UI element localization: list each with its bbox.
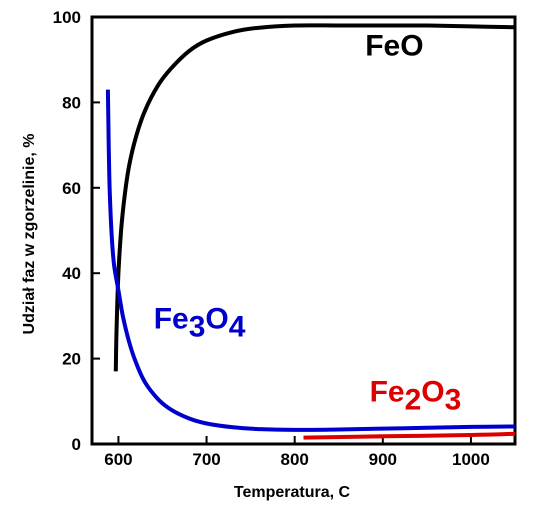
x-tick-label: 900 [369, 450, 397, 469]
y-axis-label: Udział faz w zgorzelinie, % [21, 134, 38, 335]
series-line-fe3o4 [105, 89, 516, 432]
series-line-fe2o3 [303, 431, 516, 440]
axis-ticks: 600 700 800 900 1000 0 20 40 60 80 100 [53, 8, 490, 469]
y-tick-label: 20 [62, 350, 81, 369]
x-tick-label: 700 [192, 450, 220, 469]
y-tick-label: 80 [62, 93, 81, 112]
x-tick-label: 1000 [452, 450, 490, 469]
series-lines [105, 23, 516, 440]
series-label-feo: FeO [365, 29, 423, 62]
y-tick-label: 0 [72, 435, 81, 454]
series-label-fe3o4: Fe3O4 [154, 303, 246, 344]
y-tick-label: 60 [62, 179, 81, 198]
y-tick-label: 100 [53, 8, 81, 27]
x-tick-label: 600 [104, 450, 132, 469]
x-axis-label: Temperatura, C [234, 484, 351, 501]
series-label-fe2o3: Fe2O3 [370, 375, 462, 416]
plot-border [90, 15, 517, 446]
series-labels: FeO Fe3O4 Fe2O3 [154, 29, 462, 416]
series-line-feo [113, 23, 516, 372]
x-tick-label: 800 [281, 450, 309, 469]
y-tick-label: 40 [62, 264, 81, 283]
plot-frame [90, 15, 517, 446]
